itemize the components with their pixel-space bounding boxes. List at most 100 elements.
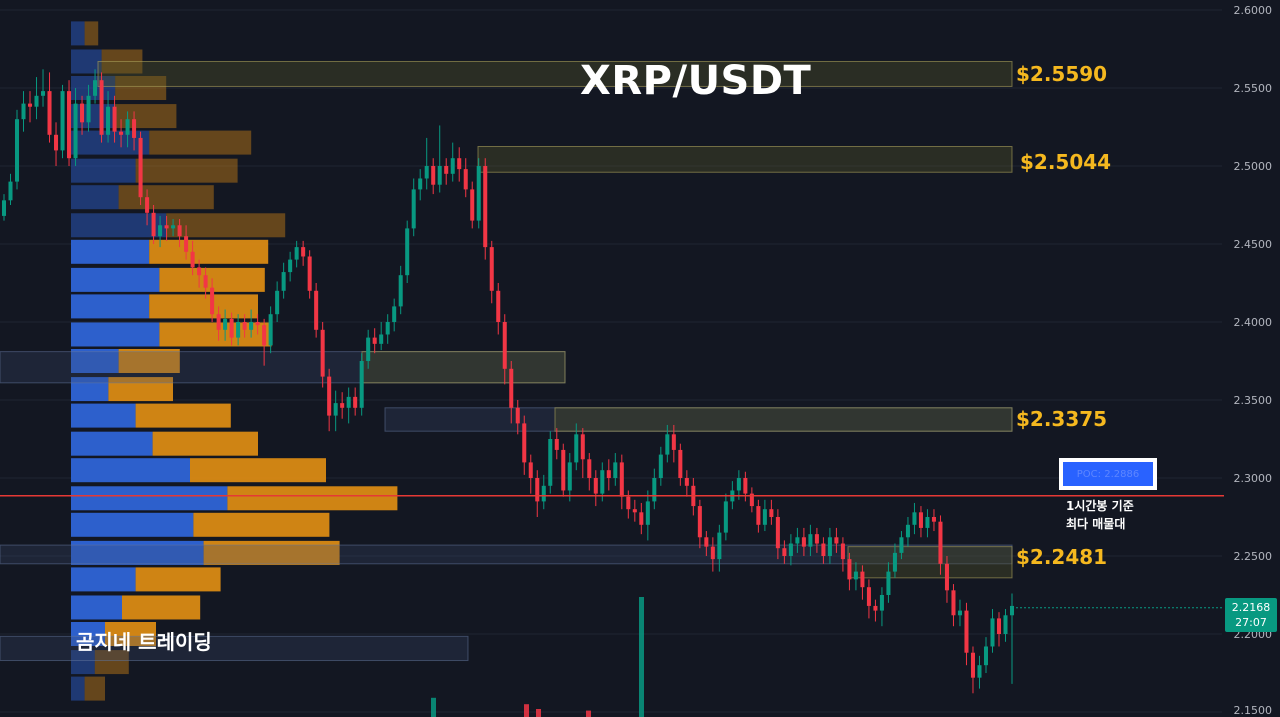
candle-body bbox=[554, 439, 559, 450]
candle-body bbox=[931, 517, 936, 522]
candle-body bbox=[619, 462, 624, 497]
candle-body bbox=[593, 478, 598, 494]
volume-profile-buy-bar bbox=[71, 431, 153, 456]
candle-body bbox=[535, 478, 540, 502]
volume-profile-sell-bar bbox=[105, 622, 156, 646]
volume-profile-sell-bar bbox=[135, 567, 221, 592]
candle-body bbox=[73, 103, 78, 159]
volume-bar bbox=[524, 704, 529, 717]
candle-body bbox=[190, 251, 195, 268]
candle-body bbox=[229, 318, 234, 338]
axis-tick-label: 2.5000 bbox=[1233, 160, 1273, 173]
candle-body bbox=[294, 247, 299, 260]
candle-body bbox=[665, 434, 670, 455]
candle-body bbox=[671, 434, 676, 450]
candle-body bbox=[905, 524, 910, 538]
candle-body bbox=[340, 403, 345, 408]
axis-tick-label: 2.4500 bbox=[1233, 238, 1273, 251]
candle-body bbox=[437, 166, 442, 185]
candle-body bbox=[684, 478, 689, 486]
volume-profile-sell-bar bbox=[108, 377, 173, 402]
candle-body bbox=[8, 181, 13, 201]
candle-body bbox=[580, 434, 585, 460]
poc-label-box: POC: 2.2886 bbox=[1059, 458, 1157, 490]
candle-body bbox=[197, 267, 202, 276]
candle-body bbox=[86, 95, 91, 123]
candle-body bbox=[151, 212, 156, 237]
candle-body bbox=[528, 462, 533, 478]
supply-zone bbox=[554, 407, 1013, 432]
candle-body bbox=[860, 571, 865, 588]
volume-bar bbox=[639, 597, 644, 717]
candle-body bbox=[600, 470, 605, 494]
volume-profile-sell-bar bbox=[118, 185, 214, 210]
volume-profile-buy-bar bbox=[71, 403, 136, 428]
candle-body bbox=[886, 571, 891, 595]
candle-body bbox=[463, 169, 468, 190]
candle-body bbox=[483, 166, 488, 248]
candle-body bbox=[93, 80, 98, 96]
candle-body bbox=[515, 407, 520, 424]
candle-body bbox=[489, 247, 494, 291]
candle-body bbox=[606, 470, 611, 478]
volume-profile-sell-bar bbox=[118, 349, 180, 373]
candle-body bbox=[171, 225, 176, 229]
candle-body bbox=[938, 521, 943, 564]
candle-body bbox=[164, 225, 169, 229]
candle-body bbox=[392, 306, 397, 322]
candle-body bbox=[333, 403, 338, 416]
current-price-badge[interactable]: 2.2168 27:07 bbox=[1225, 598, 1277, 632]
candle-body bbox=[639, 512, 644, 525]
candle-body bbox=[470, 189, 475, 221]
candle-body bbox=[710, 546, 715, 560]
volume-profile-sell-bar bbox=[115, 104, 177, 129]
volume-profile-sell-bar bbox=[122, 595, 201, 620]
candle-body bbox=[210, 287, 215, 315]
volume-profile-buy-bar bbox=[71, 130, 150, 155]
candle-body bbox=[749, 493, 754, 507]
candle-body bbox=[177, 225, 182, 237]
candle-body bbox=[27, 103, 33, 107]
candle-body bbox=[678, 449, 683, 478]
volume-profile-buy-bar bbox=[71, 595, 122, 620]
candle-body bbox=[814, 534, 819, 544]
demand-zone bbox=[0, 351, 566, 384]
candle-body bbox=[60, 91, 65, 151]
candle-body bbox=[775, 517, 780, 549]
volume-profile-buy-bar bbox=[71, 294, 150, 319]
candle-body bbox=[216, 314, 221, 330]
candle-body bbox=[203, 275, 208, 288]
candle-body bbox=[424, 166, 429, 179]
candle-body bbox=[1009, 605, 1015, 616]
volume-profile-buy-bar bbox=[71, 49, 102, 74]
level-label-2-559: $2.5590 bbox=[1016, 62, 1108, 86]
bar-countdown: 27:07 bbox=[1235, 616, 1267, 629]
candle-body bbox=[892, 552, 897, 572]
candle-body bbox=[925, 517, 930, 528]
candle-body bbox=[418, 178, 423, 190]
candle-body bbox=[658, 454, 663, 478]
candle-body bbox=[21, 103, 26, 120]
candle-body bbox=[34, 95, 39, 107]
volume-profile-sell-bar bbox=[190, 458, 326, 483]
candle-body bbox=[743, 478, 748, 494]
candle-body bbox=[184, 236, 189, 252]
poc-label: POC: 2.2886 bbox=[1076, 468, 1140, 480]
level-label-2-5044: $2.5044 bbox=[1020, 150, 1112, 174]
candle-body bbox=[255, 322, 260, 326]
candle-body bbox=[879, 595, 884, 611]
demand-zone bbox=[0, 635, 469, 662]
candle-body bbox=[717, 532, 722, 560]
volume-profile-buy-bar bbox=[71, 377, 109, 402]
axis-tick-label: 2.2500 bbox=[1233, 550, 1273, 563]
axis-tick-label: 2.4000 bbox=[1233, 316, 1273, 329]
candle-body bbox=[132, 119, 137, 138]
candle-body bbox=[242, 322, 247, 330]
candle-body bbox=[301, 247, 306, 257]
candle-body bbox=[756, 506, 761, 525]
candle-body bbox=[840, 543, 845, 560]
candle-body bbox=[762, 509, 767, 525]
candle-body bbox=[158, 225, 163, 237]
candle-body bbox=[873, 605, 878, 611]
